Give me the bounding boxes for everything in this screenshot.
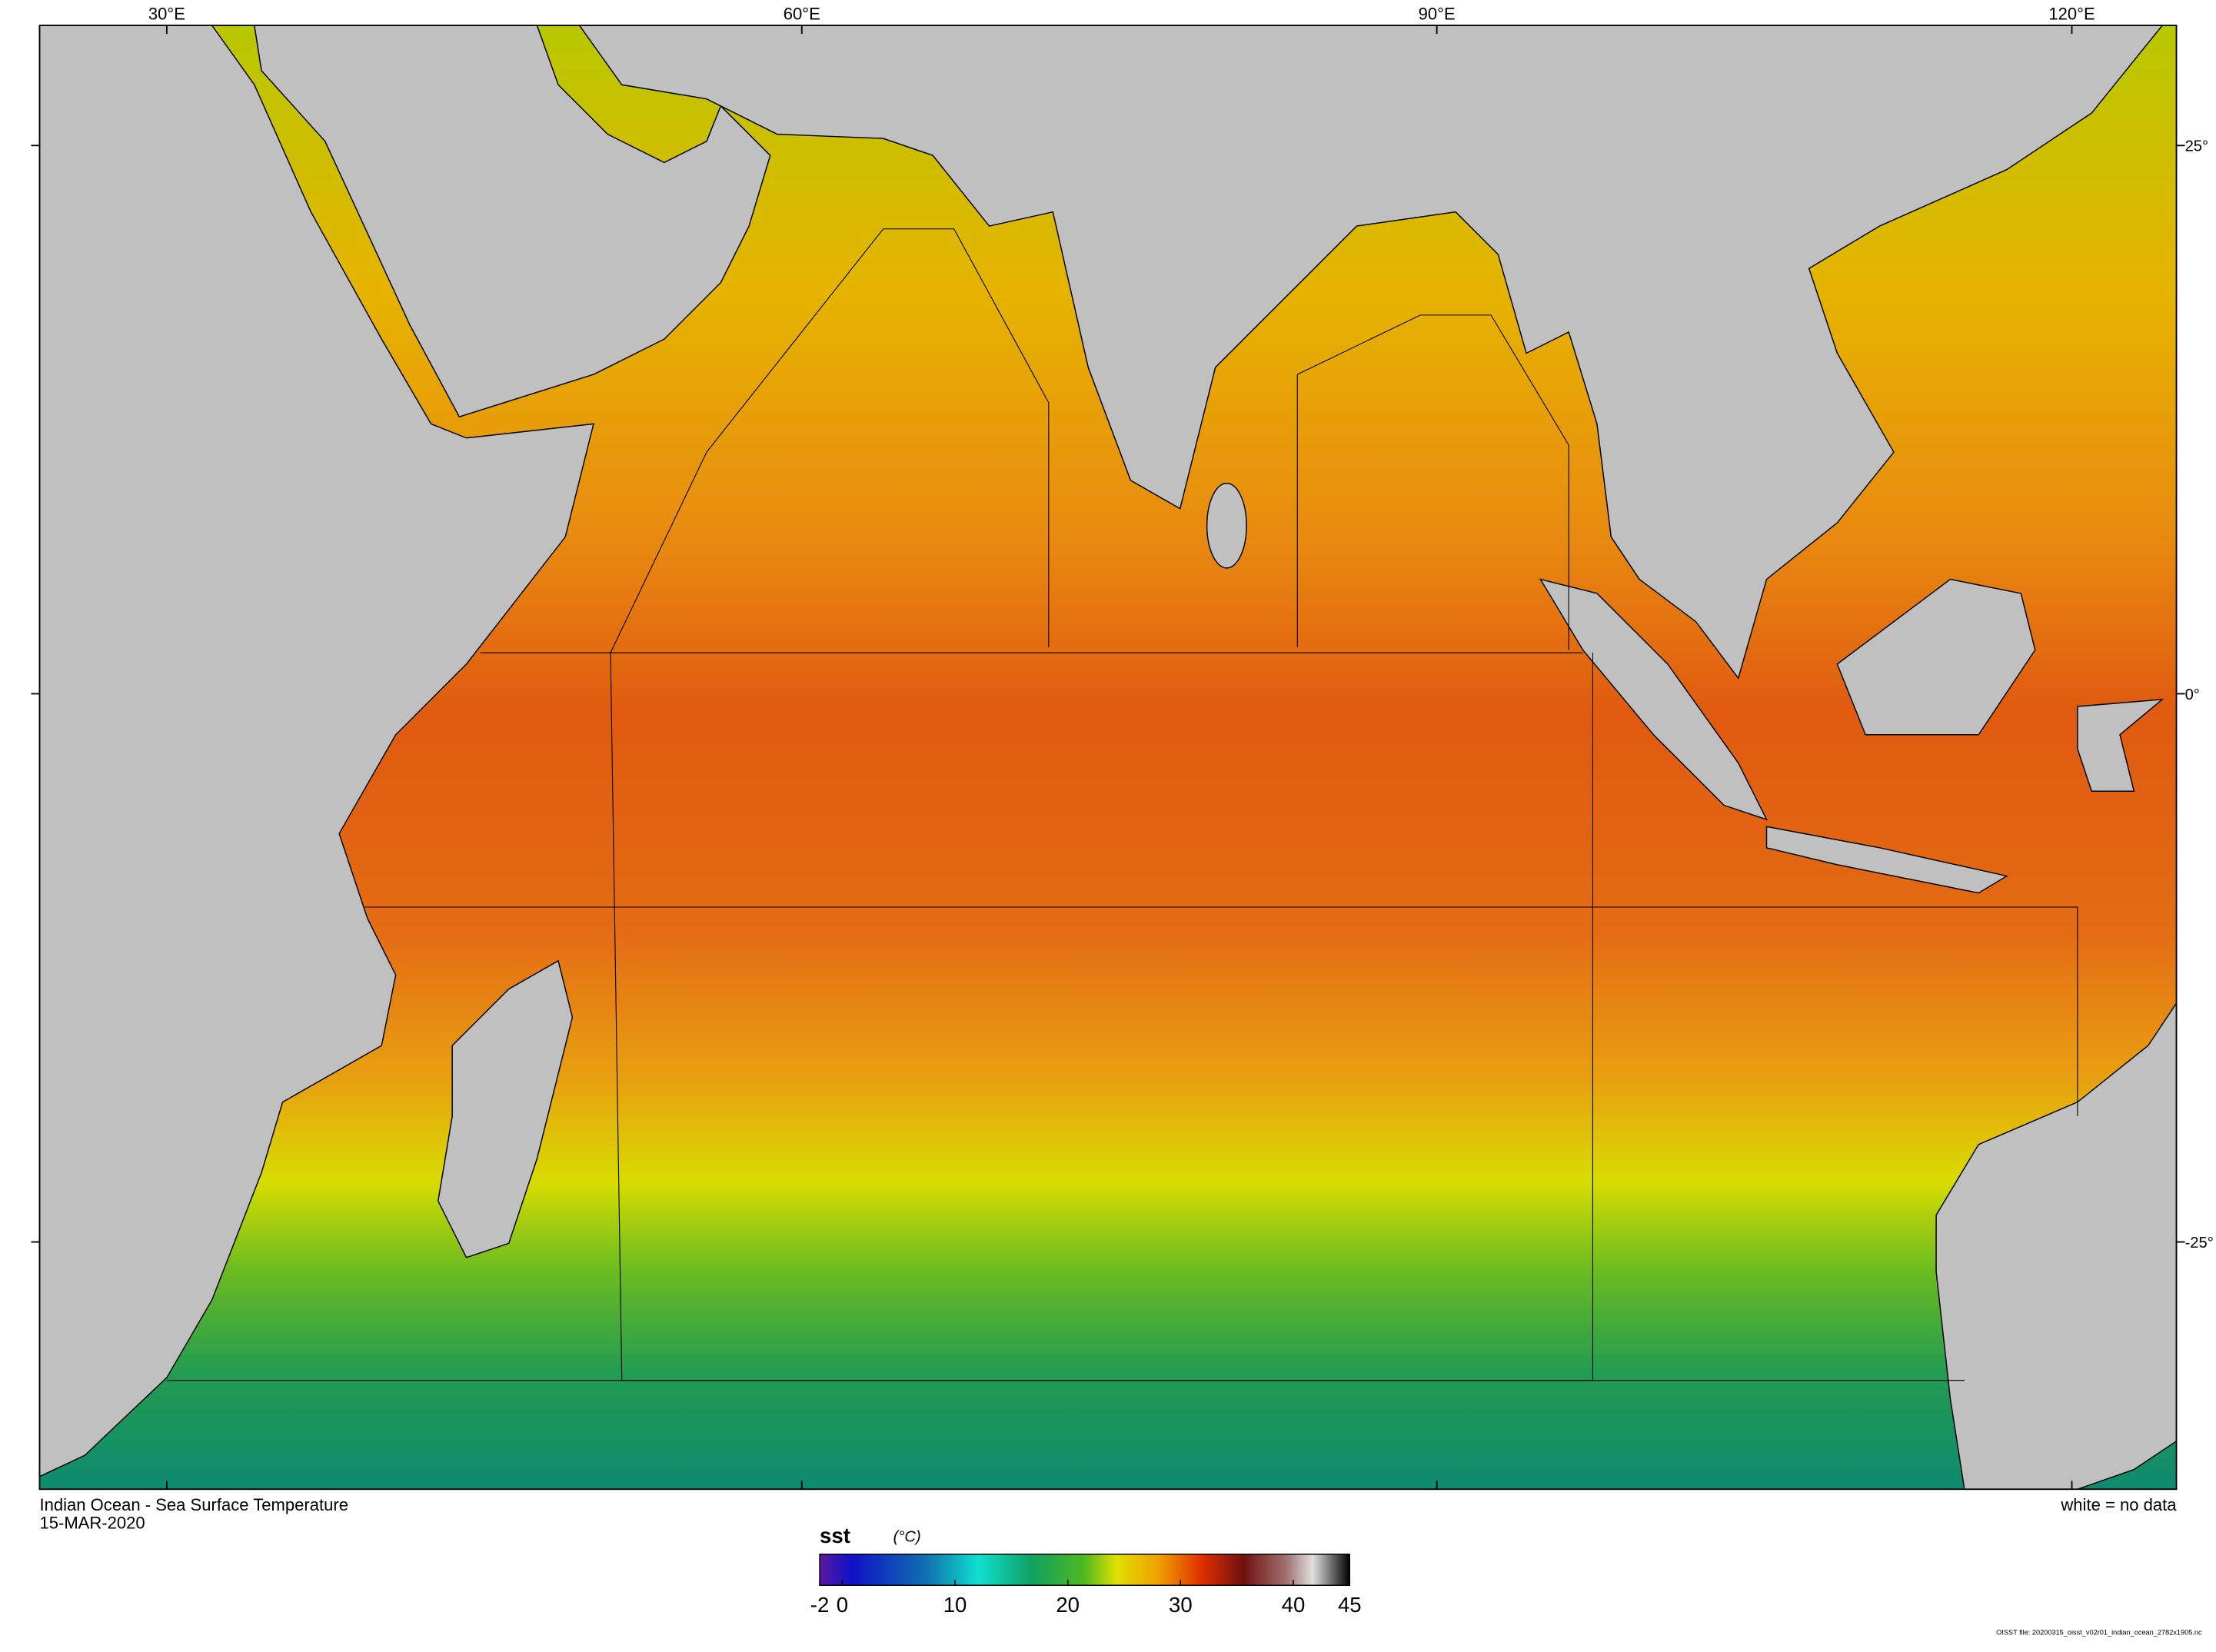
sulawesi: [2077, 698, 2164, 793]
arabia: [253, 25, 771, 418]
colorbar-tick-label: 0: [837, 1593, 848, 1617]
madagascar: [438, 959, 574, 1258]
map-date: 15-MAR-2020: [39, 1514, 145, 1533]
colorbar-tick-label: 10: [943, 1593, 967, 1617]
colorbar-tick-label: 30: [1169, 1593, 1193, 1617]
sri-lanka: [1206, 482, 1247, 569]
map-title: Indian Ocean - Sea Surface Temperature: [39, 1495, 348, 1514]
colorbar-units: (°C): [893, 1528, 921, 1545]
sumatra: [1539, 578, 1768, 821]
colorbar-tick-label: 20: [1056, 1593, 1080, 1617]
java: [1765, 826, 2008, 894]
lat-tick-label: 25°: [2185, 138, 2209, 155]
boundary: [364, 906, 2078, 1117]
lon-tick-label: 90°E: [1419, 5, 1456, 24]
colorbar-tick-label: 45: [1338, 1593, 1362, 1617]
colorbar-tick-label: 40: [1282, 1593, 1306, 1617]
colorbar-tick-label: -2: [810, 1593, 830, 1617]
boundary: [1296, 314, 1569, 650]
lat-tick-label: 0°: [2185, 686, 2200, 703]
land: [38, 25, 2178, 1490]
australia: [1935, 1001, 2178, 1490]
borneo: [1836, 578, 2036, 736]
colorbar: [819, 1554, 1351, 1586]
colorbar-variable: sst: [820, 1524, 850, 1547]
lon-tick-label: 120°E: [2048, 5, 2095, 24]
lon-tick-label: 60°E: [784, 5, 820, 24]
lat-tick-label: -25°: [2185, 1235, 2214, 1251]
region-boundaries: [166, 228, 2078, 1381]
map-frame: [38, 25, 2178, 1491]
lon-tick-label: 30°E: [148, 5, 185, 24]
file-note: OISST file: 20200315_oisst_v02r01_indian…: [1996, 1629, 2202, 1637]
boundary: [610, 228, 1050, 653]
no-data-note: white = no data: [2060, 1495, 2177, 1514]
africa: [38, 25, 594, 1477]
asia: [578, 25, 2164, 680]
